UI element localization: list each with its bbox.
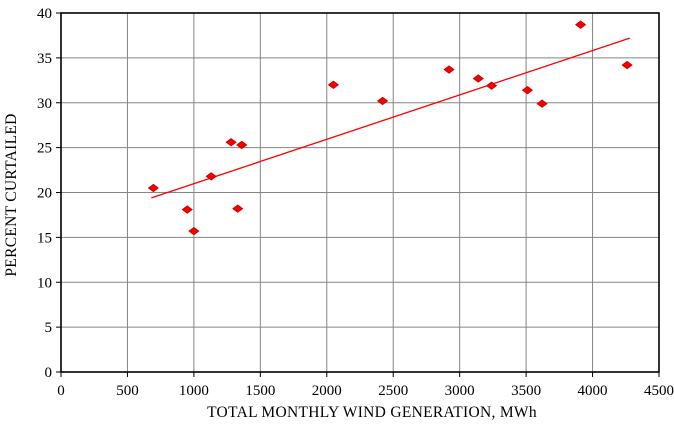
data-point-marker bbox=[522, 86, 533, 95]
data-point-marker bbox=[486, 81, 497, 90]
data-point-marker bbox=[536, 99, 548, 108]
data-point-marker bbox=[236, 140, 248, 150]
x-tick-label: 500 bbox=[116, 383, 139, 399]
data-point-marker bbox=[575, 20, 586, 29]
x-tick-label: 2500 bbox=[378, 383, 408, 399]
x-tick-label: 4500 bbox=[644, 383, 674, 399]
data-point-marker bbox=[188, 226, 200, 236]
y-tick-label: 15 bbox=[37, 230, 52, 246]
y-axis-title: PERCENT CURTAILED bbox=[3, 113, 20, 276]
y-tick-label: 20 bbox=[37, 186, 52, 202]
x-tick-label: 1500 bbox=[245, 383, 275, 399]
y-tick-label: 35 bbox=[37, 51, 52, 67]
trend-line bbox=[151, 37, 630, 199]
data-points-layer bbox=[147, 20, 633, 236]
x-tick-label: 2000 bbox=[312, 383, 342, 399]
y-tick-label: 0 bbox=[45, 365, 53, 381]
data-point-marker bbox=[225, 138, 237, 147]
tick-labels-layer: 0 500 1000 1500 2000 2500 3000 3500 4000 4500 0 5 10… bbox=[37, 6, 674, 399]
gridlines-layer bbox=[61, 13, 659, 372]
x-tick-label: 3500 bbox=[511, 383, 541, 399]
tick-marks-layer bbox=[56, 12, 660, 377]
trendline-layer bbox=[151, 37, 630, 199]
data-point-marker bbox=[621, 60, 633, 70]
y-tick-label: 40 bbox=[37, 6, 52, 22]
data-point-marker bbox=[147, 183, 159, 193]
y-tick-label: 5 bbox=[45, 320, 53, 336]
data-point-marker bbox=[205, 172, 217, 181]
x-tick-label: 3000 bbox=[445, 383, 475, 399]
x-axis-title: TOTAL MONTHLY WIND GENERATION, MWh bbox=[207, 404, 537, 421]
y-tick-label: 25 bbox=[37, 141, 52, 157]
data-point-marker bbox=[181, 205, 193, 214]
data-point-marker bbox=[377, 96, 388, 106]
data-point-marker bbox=[472, 74, 484, 83]
x-tick-label: 1000 bbox=[179, 383, 209, 399]
data-point-marker bbox=[232, 204, 244, 213]
plot-border bbox=[60, 12, 660, 373]
x-tick-label: 0 bbox=[57, 383, 65, 399]
data-point-marker bbox=[443, 65, 455, 74]
x-tick-label: 4000 bbox=[578, 383, 608, 399]
y-tick-label: 30 bbox=[37, 96, 52, 112]
data-point-marker bbox=[328, 80, 339, 89]
y-tick-label: 10 bbox=[37, 275, 52, 291]
